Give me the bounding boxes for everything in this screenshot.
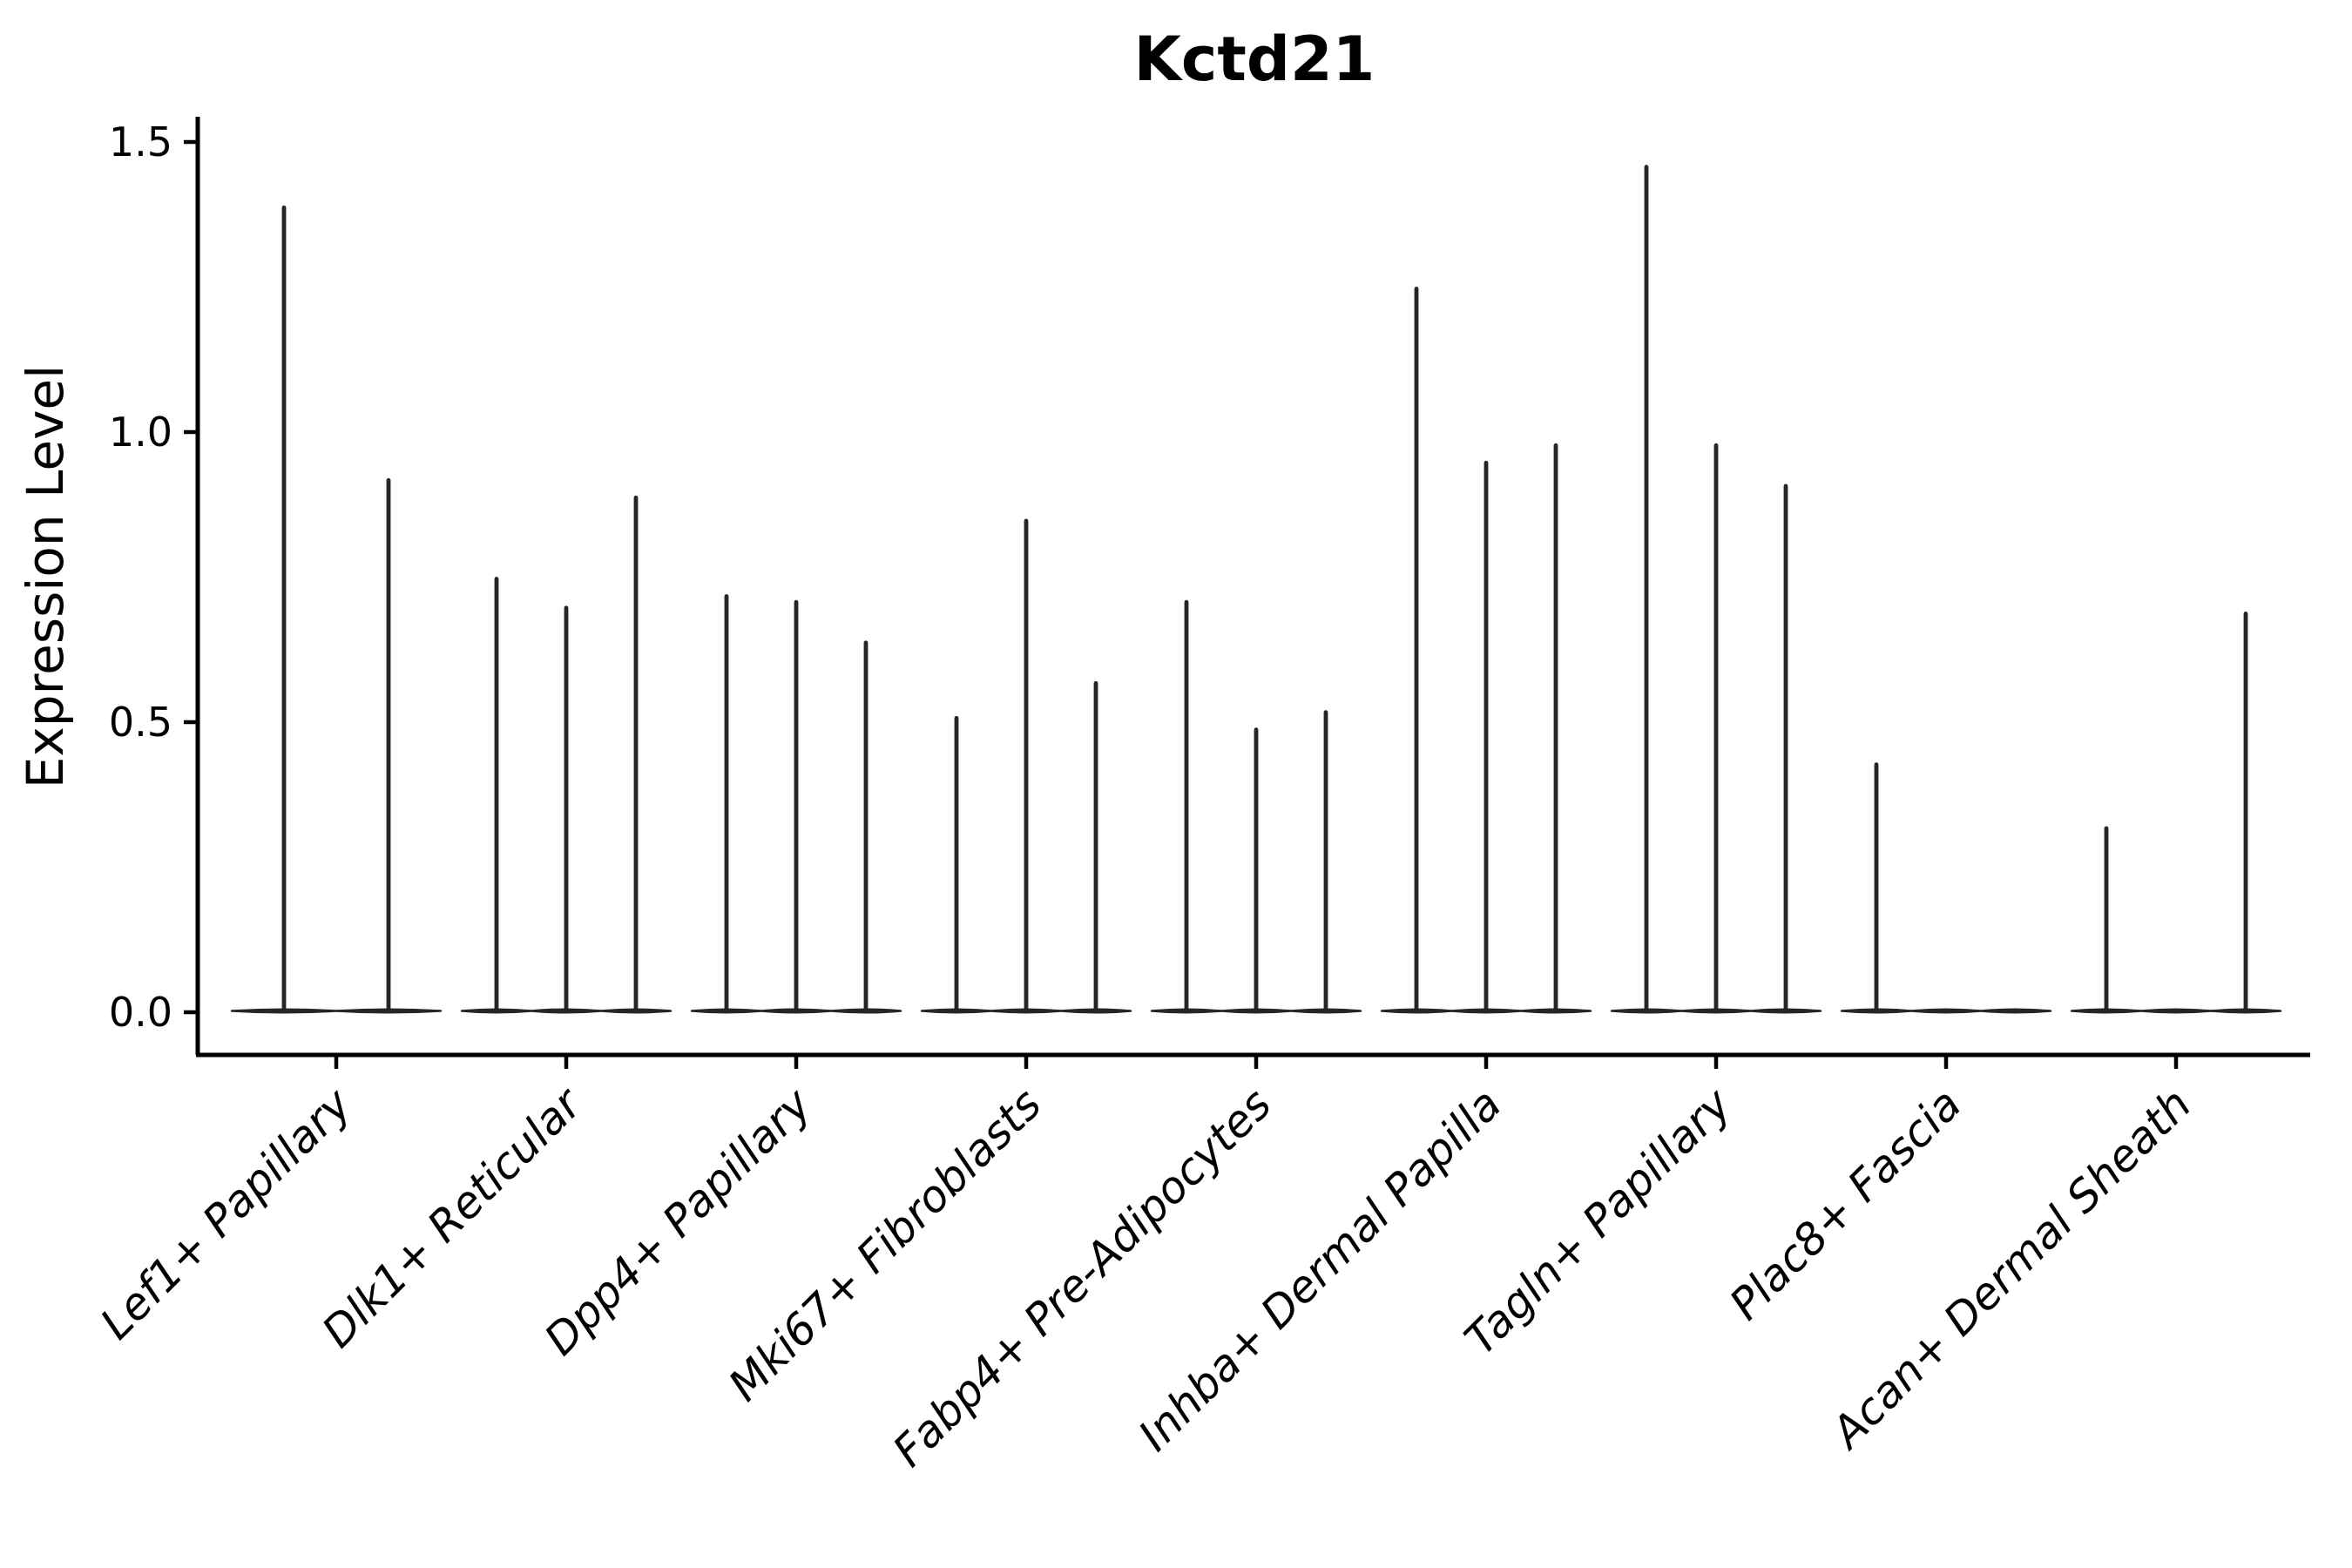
y-tick-label: 0.5 — [109, 699, 172, 746]
axes-layer — [184, 117, 2310, 1069]
violin-baseline — [1979, 1008, 2052, 1014]
x-tick-label: Fabp4+ Pre-Adipocytes — [883, 1078, 1281, 1477]
violin-baseline — [2139, 1008, 2213, 1014]
y-tick-label: 0.0 — [109, 989, 172, 1036]
y-tick-label: 1.0 — [109, 409, 172, 456]
y-tick-label: 1.5 — [109, 118, 172, 166]
x-tick-label: Plac8+ Fascia — [1720, 1078, 1971, 1329]
x-tick-label: Inhba+ Dermal Papilla — [1129, 1078, 1511, 1460]
y-tick-labels: 0.0 0.5 1.0 1.5 — [109, 118, 172, 1036]
plot-title: Kctd21 — [1134, 24, 1375, 95]
x-tick-label: Lef1+ Papillary — [91, 1078, 362, 1348]
violin-baseline — [1909, 1008, 1983, 1014]
y-axis-label: Expression Level — [16, 365, 75, 788]
violins-layer — [230, 165, 2282, 1014]
